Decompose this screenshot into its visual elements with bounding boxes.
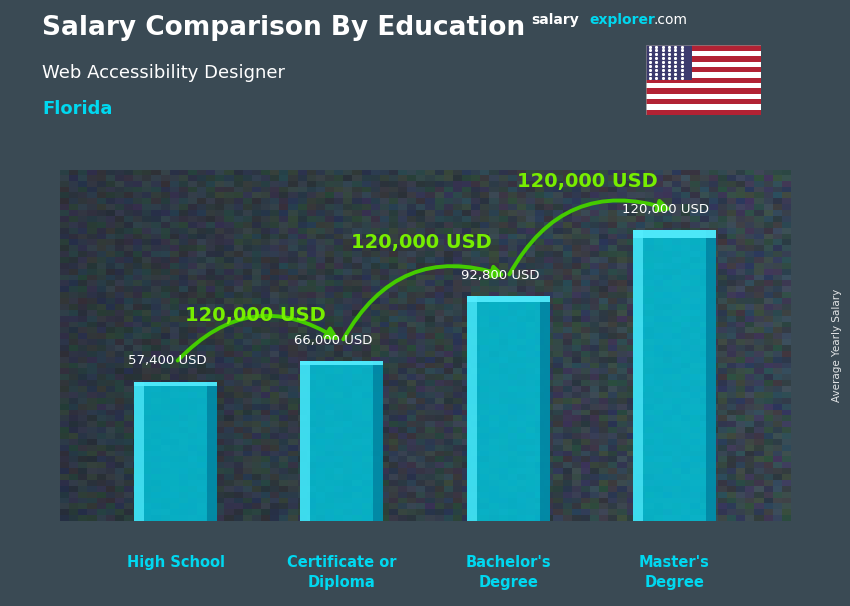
Bar <box>540 296 550 521</box>
Bar <box>646 62 761 67</box>
Text: 57,400 USD: 57,400 USD <box>128 355 207 367</box>
Text: Certificate or
Diploma: Certificate or Diploma <box>287 555 397 590</box>
Bar <box>134 382 218 385</box>
Text: Florida: Florida <box>42 100 113 118</box>
Text: 120,000 USD: 120,000 USD <box>518 172 658 191</box>
Text: Salary Comparison By Education: Salary Comparison By Education <box>42 15 525 41</box>
Text: 66,000 USD: 66,000 USD <box>294 334 373 347</box>
FancyBboxPatch shape <box>632 230 716 521</box>
Bar <box>632 230 716 238</box>
Text: salary: salary <box>531 13 579 27</box>
Bar <box>646 88 761 94</box>
Bar <box>467 296 550 302</box>
FancyBboxPatch shape <box>134 382 218 521</box>
Text: Master's
Degree: Master's Degree <box>638 555 710 590</box>
Bar <box>646 99 761 104</box>
Bar <box>134 382 145 521</box>
Text: 120,000 USD: 120,000 USD <box>351 233 492 252</box>
Text: 92,800 USD: 92,800 USD <box>461 268 539 282</box>
Bar <box>300 361 310 521</box>
Bar <box>207 382 218 521</box>
Bar <box>300 361 383 365</box>
Bar <box>646 45 761 51</box>
Text: .com: .com <box>654 13 688 27</box>
Bar <box>646 56 761 62</box>
Text: Web Accessibility Designer: Web Accessibility Designer <box>42 64 286 82</box>
Bar <box>646 78 761 83</box>
Text: Bachelor's
Degree: Bachelor's Degree <box>465 555 551 590</box>
Bar <box>646 94 761 99</box>
Text: 120,000 USD: 120,000 USD <box>185 305 326 325</box>
Text: 120,000 USD: 120,000 USD <box>622 203 710 216</box>
FancyBboxPatch shape <box>467 296 550 521</box>
Bar <box>467 296 477 521</box>
FancyBboxPatch shape <box>300 361 383 521</box>
Bar <box>632 230 643 521</box>
Bar <box>646 104 761 110</box>
Bar <box>646 83 761 88</box>
Bar <box>646 51 761 56</box>
Bar <box>646 67 761 72</box>
Text: High School: High School <box>127 555 224 570</box>
Text: Average Yearly Salary: Average Yearly Salary <box>832 289 842 402</box>
Bar <box>373 361 383 521</box>
Bar <box>646 110 761 115</box>
Bar <box>646 45 692 80</box>
Text: explorer: explorer <box>589 13 654 27</box>
Bar <box>646 72 761 78</box>
Bar <box>706 230 716 521</box>
